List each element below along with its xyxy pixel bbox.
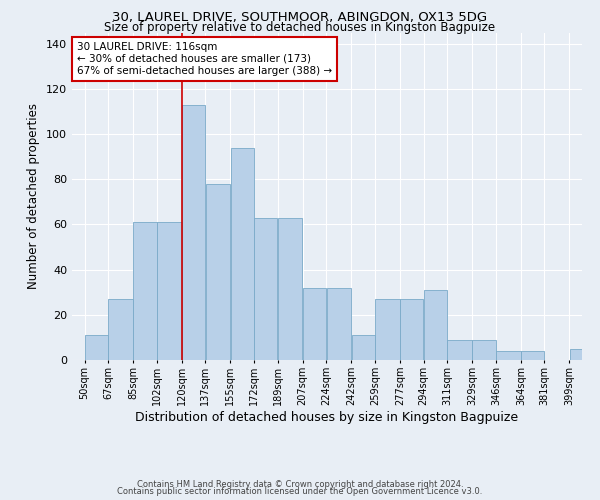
Text: Contains HM Land Registry data © Crown copyright and database right 2024.: Contains HM Land Registry data © Crown c… xyxy=(137,480,463,489)
Bar xyxy=(448,340,472,360)
Bar xyxy=(254,218,277,360)
Bar xyxy=(496,351,521,360)
Text: Contains public sector information licensed under the Open Government Licence v3: Contains public sector information licen… xyxy=(118,487,482,496)
Bar xyxy=(85,335,108,360)
Bar xyxy=(424,290,447,360)
Bar xyxy=(400,299,424,360)
Bar xyxy=(303,288,326,360)
Text: 30, LAUREL DRIVE, SOUTHMOOR, ABINGDON, OX13 5DG: 30, LAUREL DRIVE, SOUTHMOOR, ABINGDON, O… xyxy=(112,11,488,24)
Text: Size of property relative to detached houses in Kingston Bagpuize: Size of property relative to detached ho… xyxy=(104,21,496,34)
Bar xyxy=(375,299,400,360)
Bar xyxy=(182,105,205,360)
Bar xyxy=(570,348,594,360)
Bar xyxy=(206,184,230,360)
Text: 30 LAUREL DRIVE: 116sqm
← 30% of detached houses are smaller (173)
67% of semi-d: 30 LAUREL DRIVE: 116sqm ← 30% of detache… xyxy=(77,42,332,76)
Bar xyxy=(521,351,544,360)
Bar xyxy=(133,222,157,360)
X-axis label: Distribution of detached houses by size in Kingston Bagpuize: Distribution of detached houses by size … xyxy=(136,410,518,424)
Bar xyxy=(230,148,254,360)
Bar xyxy=(326,288,351,360)
Bar xyxy=(157,222,182,360)
Y-axis label: Number of detached properties: Number of detached properties xyxy=(28,104,40,289)
Bar xyxy=(352,335,375,360)
Bar xyxy=(278,218,302,360)
Bar xyxy=(109,299,133,360)
Bar xyxy=(472,340,496,360)
